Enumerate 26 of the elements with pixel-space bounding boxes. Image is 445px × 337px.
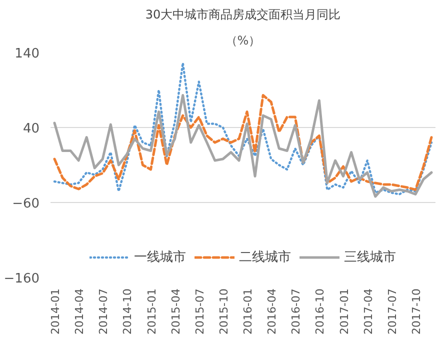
x-tick-label: 2014-01	[49, 288, 62, 334]
x-tick-label: 2015-07	[193, 288, 206, 334]
x-tick-label: 2014-04	[73, 288, 86, 334]
chart-subtitle: （%）	[225, 34, 261, 48]
line-series	[53, 62, 433, 196]
x-tick-label: 2017-07	[386, 288, 399, 334]
y-tick-label: −60	[12, 196, 40, 212]
y-tick-label: −160	[4, 272, 40, 286]
y-tick-label: 140	[14, 46, 40, 62]
chart-title: 30大中城市商品房成交面积当月同比	[145, 8, 341, 22]
x-tick-label: 2016-07	[290, 288, 303, 334]
x-tick-label: 2017-01	[338, 288, 351, 334]
x-tick-label: 2016-01	[242, 288, 255, 334]
x-tick-label: 2014-10	[121, 288, 134, 334]
x-tick-label: 2017-04	[362, 288, 375, 334]
x-tick-label: 2017-10	[410, 288, 423, 334]
x-tick-label: 2016-04	[266, 288, 279, 334]
x-tick-label: 2015-01	[145, 288, 158, 334]
legend-label: 二线城市	[239, 249, 291, 266]
x-tick-label: 2016-10	[314, 288, 327, 334]
legend-label: 一线城市	[134, 249, 186, 266]
x-tick-label: 2014-07	[97, 288, 110, 334]
legend-label: 三线城市	[344, 249, 396, 266]
x-tick-label: 2015-10	[217, 288, 230, 334]
y-tick-label: 40	[22, 122, 40, 136]
x-tick-label: 2015-04	[169, 288, 182, 334]
